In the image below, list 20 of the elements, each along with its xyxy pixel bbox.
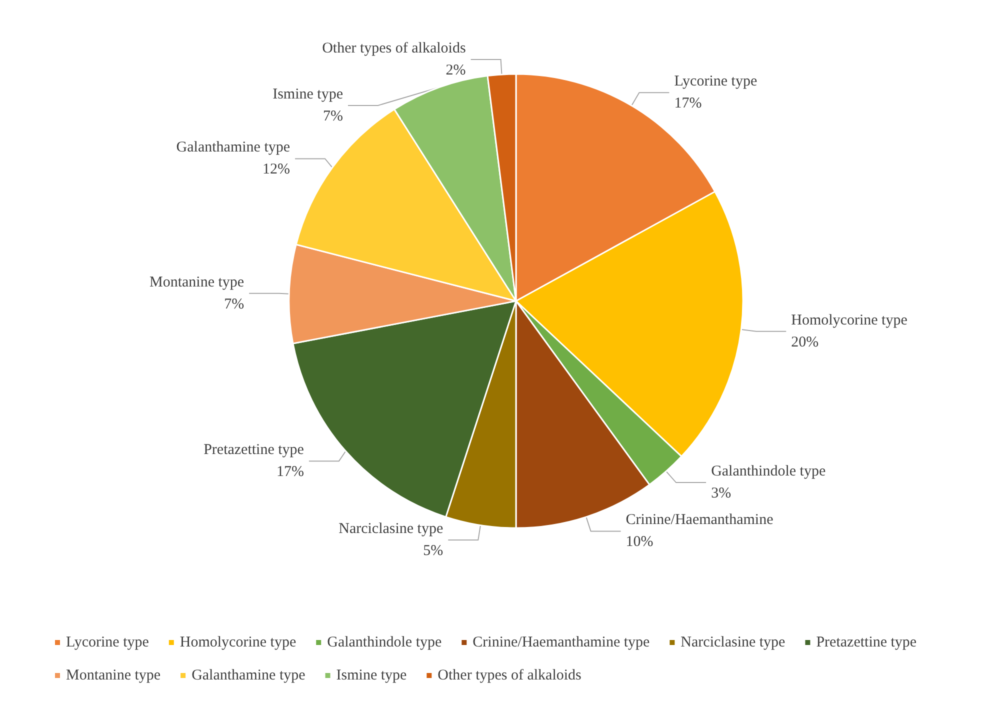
legend-label: Ismine type bbox=[336, 668, 408, 684]
data-label: Lycorine type 17% bbox=[674, 74, 758, 112]
legend-label: Montanine type bbox=[66, 668, 161, 684]
data-label: Other types of alkaloids 2% bbox=[322, 40, 466, 78]
legend-label: Homolycorine type bbox=[180, 634, 296, 650]
data-label: Galanthamine type 12% bbox=[176, 140, 290, 178]
legend-label: Other types of alkaloids bbox=[438, 668, 582, 684]
legend-label: Narciclasine type bbox=[680, 634, 786, 650]
data-label: Montanine type 7% bbox=[150, 274, 244, 312]
data-label: Galanthindole type 3% bbox=[711, 464, 826, 502]
legend-label: Pretazettine type bbox=[816, 634, 917, 650]
legend-label: Galanthindole type bbox=[327, 634, 442, 650]
data-label: Homolycorine type 20% bbox=[791, 312, 908, 350]
legend-label: Crinine/Haemanthamine type bbox=[472, 634, 650, 650]
data-label: Crinine/Haemanthamine 10% bbox=[626, 512, 774, 550]
legend-label: Lycorine type bbox=[66, 634, 150, 650]
data-label: Narciclasine type 5% bbox=[338, 521, 444, 560]
data-label: Ismine type 7% bbox=[272, 86, 344, 124]
data-label: Pretazettine type 17% bbox=[204, 442, 304, 480]
legend-label: Galanthamine type bbox=[192, 668, 306, 684]
